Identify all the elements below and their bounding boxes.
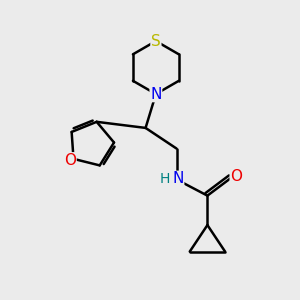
Text: H: H xyxy=(160,172,170,186)
Text: O: O xyxy=(230,169,242,184)
Text: O: O xyxy=(64,153,76,168)
Text: N: N xyxy=(150,87,162,102)
Text: S: S xyxy=(151,34,161,49)
Text: N: N xyxy=(172,171,184,186)
